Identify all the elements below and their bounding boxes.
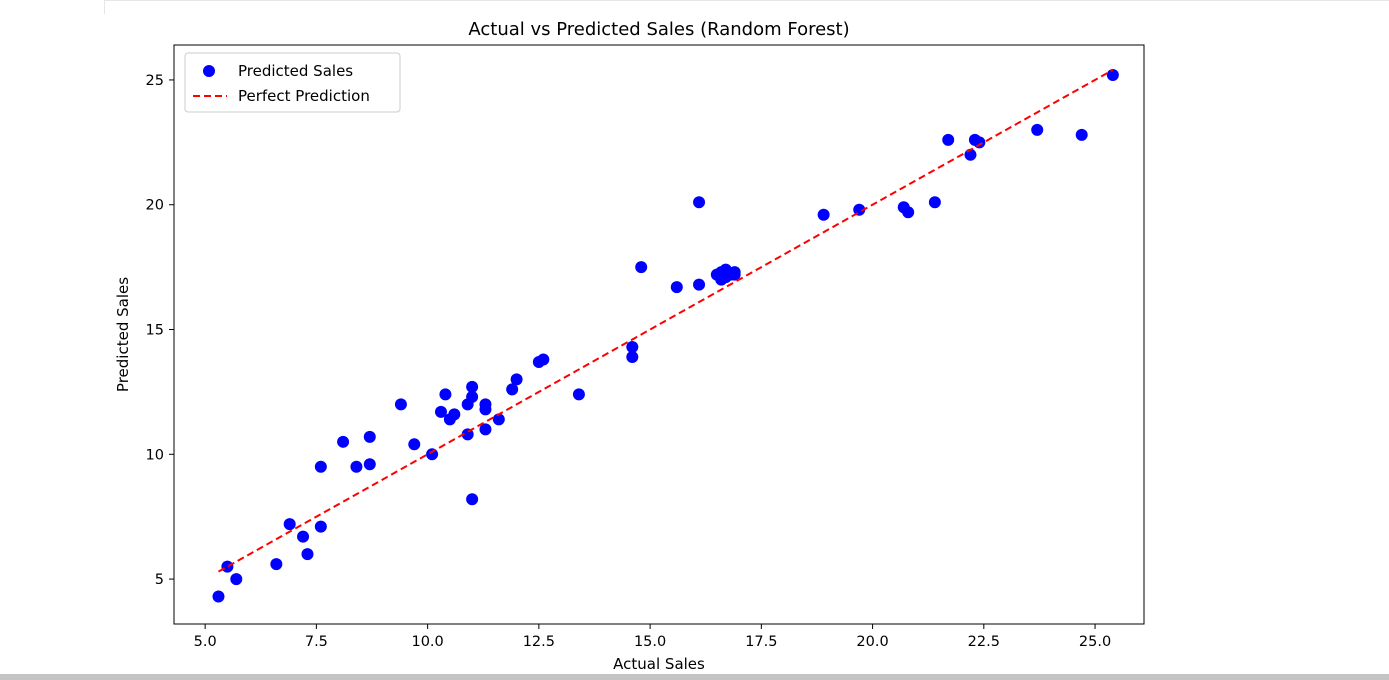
- data-point: [902, 206, 915, 219]
- top-divider: [104, 0, 1389, 1]
- data-point: [670, 281, 683, 294]
- x-tick-label: 5.0: [194, 634, 217, 650]
- x-tick-label: 25.0: [1079, 634, 1111, 650]
- data-point: [314, 520, 327, 533]
- left-divider: [104, 0, 105, 14]
- x-tick-label: 20.0: [856, 634, 888, 650]
- x-axis-label: Actual Sales: [613, 655, 705, 673]
- y-tick-label: 5: [155, 572, 164, 588]
- data-point: [537, 353, 550, 366]
- data-point: [363, 430, 376, 443]
- data-point: [479, 398, 492, 411]
- y-axis-label: Predicted Sales: [114, 277, 132, 392]
- data-point: [439, 388, 452, 401]
- data-point: [1106, 68, 1119, 81]
- data-point: [853, 203, 866, 216]
- x-tick-label: 10.0: [411, 634, 443, 650]
- data-point: [817, 208, 830, 221]
- data-point: [297, 530, 310, 543]
- y-tick-label: 25: [146, 73, 164, 89]
- data-point: [1075, 128, 1088, 141]
- data-point: [394, 398, 407, 411]
- data-point: [466, 390, 479, 403]
- data-point: [479, 423, 492, 436]
- data-point: [693, 196, 706, 209]
- data-point: [928, 196, 941, 209]
- data-point: [283, 518, 296, 531]
- data-point: [363, 458, 376, 471]
- data-point: [942, 133, 955, 146]
- x-tick-label: 7.5: [305, 634, 328, 650]
- data-point: [448, 408, 461, 421]
- data-point: [1031, 123, 1044, 136]
- y-tick-label: 15: [146, 323, 164, 339]
- data-point: [626, 350, 639, 363]
- data-point: [510, 373, 523, 386]
- data-point: [230, 573, 243, 586]
- bottom-scrollbar[interactable]: [0, 674, 1389, 680]
- x-tick-label: 12.5: [523, 634, 555, 650]
- data-point: [693, 278, 706, 291]
- data-point: [408, 438, 421, 451]
- data-point: [728, 268, 741, 281]
- plot-frame: [173, 44, 1145, 625]
- y-tick-label: 10: [146, 447, 164, 463]
- data-point: [635, 261, 648, 274]
- data-point: [572, 388, 585, 401]
- data-point: [270, 558, 283, 571]
- data-point: [626, 340, 639, 353]
- data-point: [337, 435, 350, 448]
- legend: Predicted Sales Perfect Prediction: [184, 52, 401, 113]
- data-point: [466, 380, 479, 393]
- data-point: [973, 136, 986, 149]
- data-point: [314, 460, 327, 473]
- data-point: [212, 590, 225, 603]
- data-point: [301, 548, 314, 561]
- x-tick-label: 15.0: [634, 634, 666, 650]
- legend-box: [184, 52, 401, 113]
- plot-area: 5.0 7.5 10.0 12.5 15.0 17.5 20.0 22.5 25.0 5 10 15 2…: [146, 44, 1145, 650]
- perfect-prediction-line: [218, 69, 1114, 573]
- data-point: [221, 560, 234, 573]
- data-point: [506, 383, 519, 396]
- legend-marker-predicted: [203, 65, 215, 77]
- data-point: [466, 493, 479, 506]
- data-point: [461, 428, 474, 441]
- data-point: [434, 405, 447, 418]
- x-tick-label: 17.5: [745, 634, 777, 650]
- legend-label-perfect: Perfect Prediction: [238, 87, 370, 105]
- y-tick-label: 20: [146, 198, 164, 214]
- legend-label-predicted: Predicted Sales: [238, 62, 353, 80]
- data-point: [350, 460, 363, 473]
- data-point: [426, 448, 439, 461]
- data-point: [492, 413, 505, 426]
- x-tick-label: 22.5: [968, 634, 1000, 650]
- chart-title: Actual vs Predicted Sales (Random Forest…: [468, 19, 849, 40]
